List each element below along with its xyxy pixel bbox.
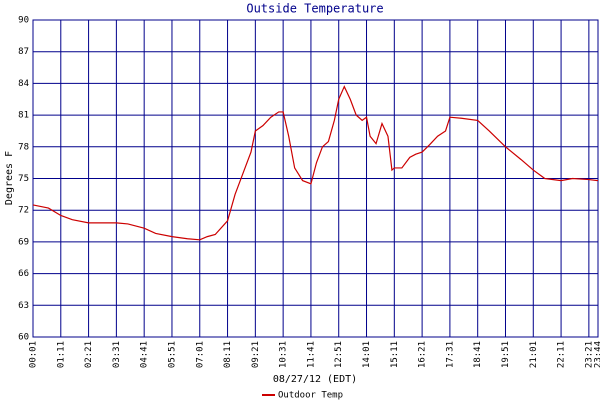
x-tick-label: 08:11	[223, 341, 233, 368]
y-axis-label: Degrees F	[4, 151, 15, 205]
data-line	[32, 85, 599, 241]
x-tick-label: 23:44	[594, 341, 600, 368]
x-tick-label: 02:21	[84, 341, 94, 368]
x-axis-label: 08/27/12 (EDT)	[273, 374, 357, 385]
x-tick-label: 05:51	[167, 341, 177, 368]
x-tick-label: 09:21	[251, 341, 261, 368]
y-tick-label: 60	[18, 333, 29, 343]
y-tick-label: 72	[18, 206, 29, 216]
x-tick-label: 17:31	[445, 341, 455, 368]
x-tick-label: 11:41	[306, 341, 316, 368]
x-tick-label: 16:21	[418, 341, 428, 368]
x-tick-label: 00:01	[29, 341, 39, 368]
chart-title: Outside Temperature	[246, 2, 383, 16]
x-tick-label: 12:51	[334, 341, 344, 368]
x-tick-label: 18:41	[473, 341, 483, 368]
x-tick-label: 01:11	[56, 341, 66, 368]
x-tick-label: 14:01	[362, 341, 372, 368]
x-tick-label: 23:21	[584, 341, 594, 368]
legend-label: Outdoor Temp	[278, 391, 343, 400]
x-tick-label: 19:51	[501, 341, 511, 368]
y-tick-label: 66	[18, 269, 29, 279]
x-tick-label: 22:11	[557, 341, 567, 368]
y-tick-label: 75	[18, 174, 29, 184]
x-tick-label: 03:31	[112, 341, 122, 368]
x-tick-label: 15:11	[390, 341, 400, 368]
y-tick-label: 78	[18, 142, 29, 152]
x-tick-label: 04:41	[140, 341, 150, 368]
y-tick-label: 63	[18, 301, 29, 311]
y-tick-label: 84	[18, 79, 29, 89]
y-tick-label: 69	[18, 237, 29, 247]
y-tick-label: 90	[18, 16, 29, 26]
y-tick-label: 87	[18, 47, 29, 57]
y-tick-label: 81	[18, 111, 29, 121]
x-tick-label: 07:01	[195, 341, 205, 368]
x-tick-label: 10:31	[279, 341, 289, 368]
x-tick-label: 21:01	[529, 341, 539, 368]
